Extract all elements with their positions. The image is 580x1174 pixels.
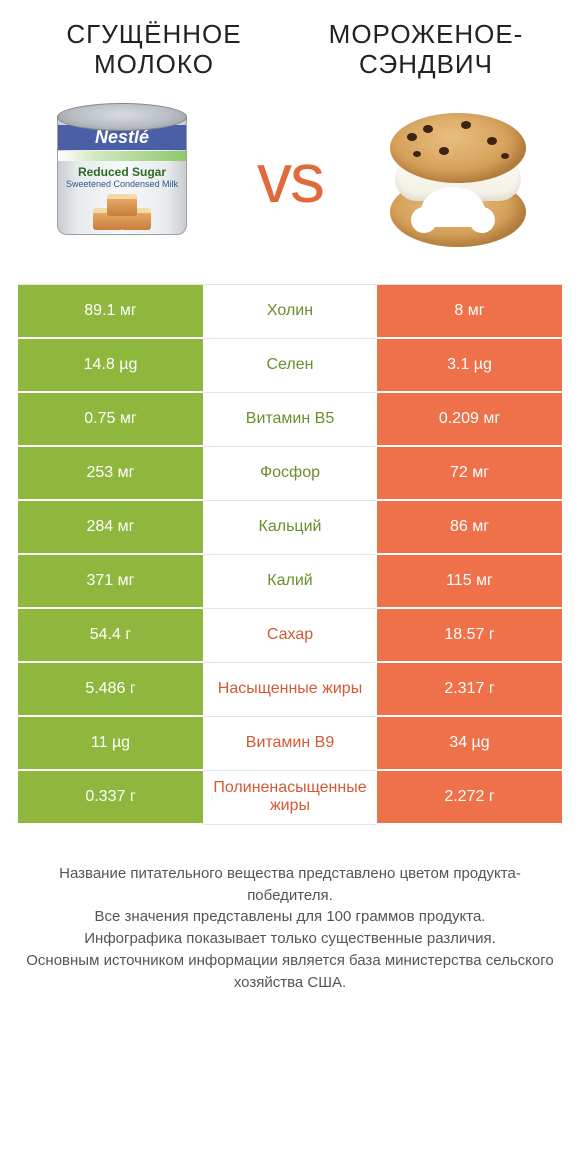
value-right: 0.209 мг (377, 393, 562, 447)
value-left: 14.8 µg (18, 339, 203, 393)
value-right: 2.317 г (377, 663, 562, 717)
footer-line: Все значения представлены для 100 граммо… (24, 906, 556, 928)
nutrient-name: Калий (203, 555, 377, 609)
images-row: Nestlé Reduced Sugar Sweetened Condensed… (18, 98, 562, 258)
condensed-milk-can-icon: Nestlé Reduced Sugar Sweetened Condensed… (57, 103, 187, 253)
nutrient-name: Холин (203, 285, 377, 339)
table-row: 284 мгКальций86 мг (18, 501, 562, 555)
value-right: 18.57 г (377, 609, 562, 663)
ice-cream-sandwich-icon (383, 103, 533, 253)
nutrient-name: Полиненасыщенные жиры (203, 771, 377, 825)
value-left: 54.4 г (18, 609, 203, 663)
value-left: 11 µg (18, 717, 203, 771)
nutrient-name: Селен (203, 339, 377, 393)
nutrient-name: Сахар (203, 609, 377, 663)
value-right: 2.272 г (377, 771, 562, 825)
product-left-image: Nestlé Reduced Sugar Sweetened Condensed… (42, 98, 202, 258)
nutrient-name: Витамин B5 (203, 393, 377, 447)
table-row: 11 µgВитамин B934 µg (18, 717, 562, 771)
value-right: 86 мг (377, 501, 562, 555)
table-row: 5.486 гНасыщенные жиры2.317 г (18, 663, 562, 717)
table-row: 54.4 гСахар18.57 г (18, 609, 562, 663)
table-row: 89.1 мгХолин8 мг (18, 285, 562, 339)
nutrient-name: Насыщенные жиры (203, 663, 377, 717)
value-left: 284 мг (18, 501, 203, 555)
value-left: 253 мг (18, 447, 203, 501)
footer-line: Инфографика показывает только существенн… (24, 928, 556, 950)
title-right: МОРОЖЕНОЕ-СЭНДВИЧ (290, 20, 562, 80)
value-right: 3.1 µg (377, 339, 562, 393)
infographic-root: СГУЩЁННОЕ МОЛОКО МОРОЖЕНОЕ-СЭНДВИЧ Nestl… (0, 0, 580, 993)
title-left: СГУЩЁННОЕ МОЛОКО (18, 20, 290, 80)
table-row: 253 мгФосфор72 мг (18, 447, 562, 501)
comparison-table: 89.1 мгХолин8 мг14.8 µgСелен3.1 µg0.75 м… (18, 284, 562, 825)
vs-label: vs (257, 138, 323, 218)
value-right: 115 мг (377, 555, 562, 609)
product-right-image (378, 98, 538, 258)
footer-line: Название питательного вещества представл… (24, 863, 556, 907)
footer-line: Основным источником информации является … (24, 950, 556, 994)
value-right: 72 мг (377, 447, 562, 501)
value-right: 8 мг (377, 285, 562, 339)
table-row: 0.75 мгВитамин B50.209 мг (18, 393, 562, 447)
value-left: 5.486 г (18, 663, 203, 717)
value-left: 0.337 г (18, 771, 203, 825)
value-right: 34 µg (377, 717, 562, 771)
nutrient-name: Витамин B9 (203, 717, 377, 771)
table-row: 0.337 гПолиненасыщенные жиры2.272 г (18, 771, 562, 825)
footer-notes: Название питательного вещества представл… (18, 863, 562, 994)
value-left: 89.1 мг (18, 285, 203, 339)
value-left: 0.75 мг (18, 393, 203, 447)
value-left: 371 мг (18, 555, 203, 609)
header: СГУЩЁННОЕ МОЛОКО МОРОЖЕНОЕ-СЭНДВИЧ (18, 20, 562, 80)
nutrient-name: Фосфор (203, 447, 377, 501)
table-row: 371 мгКалий115 мг (18, 555, 562, 609)
nutrient-name: Кальций (203, 501, 377, 555)
table-row: 14.8 µgСелен3.1 µg (18, 339, 562, 393)
